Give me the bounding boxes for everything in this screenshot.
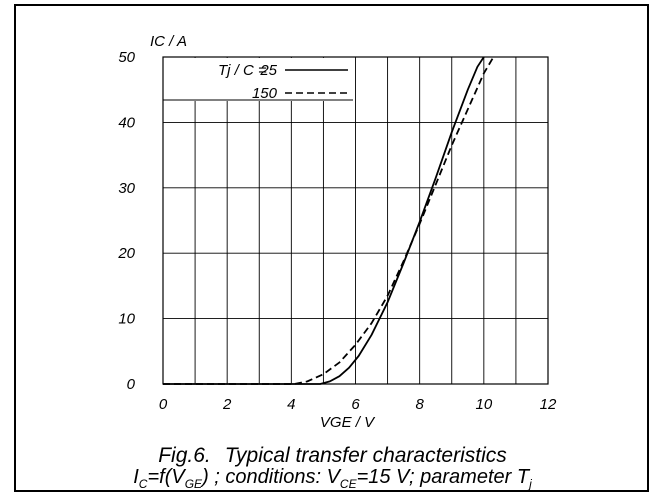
figure-title: Typical transfer characteristics <box>224 444 507 467</box>
series-line-150 <box>163 56 495 385</box>
x-tick-label: 8 <box>415 396 424 413</box>
x-tick-label: 0 <box>159 396 168 413</box>
x-tick-label: 4 <box>287 396 295 413</box>
figure-number: Fig.6. <box>158 444 211 467</box>
legend-box <box>164 58 354 101</box>
figure-caption-title: Fig.6. Typical transfer characteristics <box>0 444 665 468</box>
grid <box>163 57 548 384</box>
x-tick-label: 6 <box>351 396 360 413</box>
chart: 0 2 4 6 8 10 12 0 10 20 30 40 50 IC / A VGE / V Tj /… <box>117 33 557 431</box>
caption-vge-sub: GE <box>184 477 203 491</box>
caption-tj-sub: j <box>529 477 532 491</box>
x-axis-label: VGE / V <box>320 414 376 431</box>
y-tick-label: 0 <box>127 376 136 393</box>
legend-entry-150: 150 <box>252 85 278 102</box>
figure-caption-conditions: IC=f(VGE) ; conditions: VCE=15 V; parame… <box>0 466 665 491</box>
caption-vce-sub: CE <box>339 477 357 491</box>
y-tick-label: 30 <box>118 180 135 197</box>
x-tick-label: 10 <box>475 396 492 413</box>
legend-entry-25: 25 <box>259 62 277 79</box>
series-line-25 <box>163 56 485 385</box>
y-tick-label: 40 <box>118 114 135 131</box>
tick-labels: 0 2 4 6 8 10 12 0 10 20 30 40 50 <box>117 49 557 413</box>
x-tick-label: 12 <box>540 396 557 413</box>
y-tick-label: 50 <box>118 49 135 66</box>
caption-eq: =f(V <box>147 466 185 488</box>
caption-ic: I <box>133 466 139 488</box>
legend-title: Tj / C = <box>218 62 267 79</box>
y-tick-label: 10 <box>118 311 135 328</box>
caption-ic-sub: C <box>138 477 148 491</box>
y-tick-label: 20 <box>117 245 135 262</box>
legend: Tj / C = 25 150 <box>163 62 353 102</box>
caption-parameter: =15 V; parameter T <box>356 466 530 488</box>
x-tick-label: 2 <box>222 396 232 413</box>
series-group <box>163 56 495 385</box>
y-axis-label: IC / A <box>150 33 187 50</box>
plot-area <box>162 56 549 385</box>
caption-conditions: ) ; conditions: V <box>202 466 340 488</box>
